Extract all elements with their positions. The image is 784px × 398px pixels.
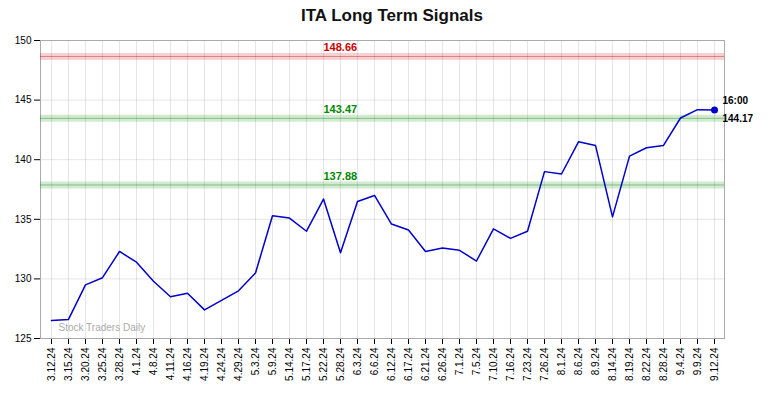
svg-text:7.26.24: 7.26.24: [539, 347, 550, 381]
svg-text:8.19.24: 8.19.24: [624, 347, 635, 381]
svg-text:137.88: 137.88: [324, 169, 358, 181]
svg-text:5.22.24: 5.22.24: [318, 347, 329, 381]
svg-text:5.3.24: 5.3.24: [250, 347, 261, 375]
svg-text:7.16.24: 7.16.24: [505, 347, 516, 381]
svg-text:144.17: 144.17: [723, 113, 754, 124]
svg-text:8.1.24: 8.1.24: [556, 347, 567, 375]
svg-text:3.15.24: 3.15.24: [63, 347, 74, 381]
svg-text:5.28.24: 5.28.24: [335, 347, 346, 381]
svg-text:7.23.24: 7.23.24: [522, 347, 533, 381]
svg-text:140: 140: [15, 154, 32, 165]
svg-text:16:00: 16:00: [723, 95, 749, 106]
svg-text:3.20.24: 3.20.24: [80, 347, 91, 381]
svg-text:8.22.24: 8.22.24: [641, 347, 652, 381]
svg-text:3.12.24: 3.12.24: [46, 347, 57, 381]
svg-text:4.29.24: 4.29.24: [233, 347, 244, 381]
svg-text:143.47: 143.47: [324, 103, 358, 115]
svg-text:6.17.24: 6.17.24: [403, 347, 414, 381]
svg-text:4.1.24: 4.1.24: [131, 347, 142, 375]
svg-text:8.28.24: 8.28.24: [658, 347, 669, 381]
svg-text:150: 150: [15, 35, 32, 46]
svg-text:8.9.24: 8.9.24: [590, 347, 601, 375]
svg-text:7.1.24: 7.1.24: [454, 347, 465, 375]
svg-text:135: 135: [15, 214, 32, 225]
svg-text:6.12.24: 6.12.24: [386, 347, 397, 381]
svg-text:130: 130: [15, 273, 32, 284]
svg-text:125: 125: [15, 333, 32, 344]
svg-text:9.12.24: 9.12.24: [709, 347, 720, 381]
svg-text:7.5.24: 7.5.24: [471, 347, 482, 375]
svg-text:3.28.24: 3.28.24: [114, 347, 125, 381]
svg-text:4.8.24: 4.8.24: [148, 347, 159, 375]
svg-text:Stock Traders Daily: Stock Traders Daily: [59, 322, 146, 333]
svg-text:4.19.24: 4.19.24: [199, 347, 210, 381]
svg-text:6.21.24: 6.21.24: [420, 347, 431, 381]
svg-text:8.14.24: 8.14.24: [607, 347, 618, 381]
html-text:ITA Long Term Signals: ITA Long Term Signals: [301, 6, 483, 25]
svg-text:9.4.24: 9.4.24: [675, 347, 686, 375]
svg-text:3.25.24: 3.25.24: [97, 347, 108, 381]
svg-text:6.6.24: 6.6.24: [369, 347, 380, 375]
svg-text:9.9.24: 9.9.24: [692, 347, 703, 375]
svg-text:5.14.24: 5.14.24: [284, 347, 295, 381]
svg-text:6.3.24: 6.3.24: [352, 347, 363, 375]
svg-text:5.17.24: 5.17.24: [301, 347, 312, 381]
svg-text:4.24.24: 4.24.24: [216, 347, 227, 381]
svg-text:6.26.24: 6.26.24: [437, 347, 448, 381]
svg-text:4.16.24: 4.16.24: [182, 347, 193, 381]
svg-text:5.9.24: 5.9.24: [267, 347, 278, 375]
svg-text:4.11.24: 4.11.24: [165, 347, 176, 380]
svg-text:7.10.24: 7.10.24: [488, 347, 499, 381]
svg-text:145: 145: [15, 94, 32, 105]
svg-text:8.6.24: 8.6.24: [573, 347, 584, 375]
svg-text:148.66: 148.66: [324, 41, 358, 53]
